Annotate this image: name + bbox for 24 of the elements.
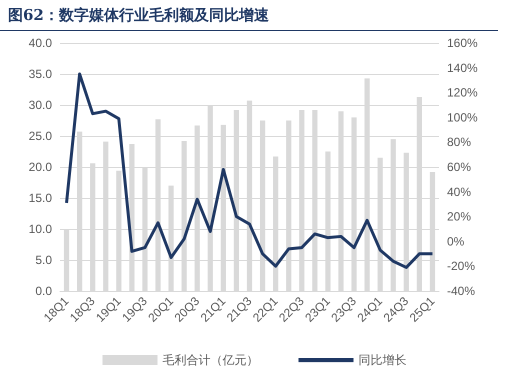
y-tick-label: 30.0 bbox=[28, 98, 52, 112]
legend-label: 毛利合计（亿元） bbox=[162, 353, 258, 367]
y2-tick-label: -40% bbox=[447, 284, 476, 298]
y-tick-label: 40.0 bbox=[28, 36, 52, 50]
y-tick-label: 10.0 bbox=[28, 222, 52, 236]
line-series bbox=[65, 72, 434, 269]
y2-tick-label: 140% bbox=[447, 60, 478, 75]
y2-tick-label: 120% bbox=[447, 86, 478, 100]
y2-tick-label: 100% bbox=[447, 110, 478, 124]
y-tick-label: 5.0 bbox=[35, 253, 52, 267]
y-tick-label: 20.0 bbox=[28, 160, 52, 174]
y2-tick-label: 80% bbox=[447, 135, 472, 150]
y2-tick-label: 20% bbox=[447, 210, 472, 224]
y2-tick-label: 0% bbox=[447, 234, 465, 248]
y-tick-label: 0.0 bbox=[35, 284, 52, 298]
chart-title: 图62：数字媒体行业毛利额及同比增速 bbox=[0, 0, 498, 31]
y-tick-label: 35.0 bbox=[28, 67, 52, 81]
y2-tick-label: 60% bbox=[447, 160, 472, 174]
legend-label: 同比增长 bbox=[358, 353, 406, 367]
y2-tick-label: 40% bbox=[447, 184, 472, 199]
y2-tick-label: -20% bbox=[447, 259, 476, 274]
y-tick-label: 25.0 bbox=[28, 129, 52, 143]
y-tick-label: 15.0 bbox=[28, 191, 52, 205]
y2-tick-label: 160% bbox=[447, 36, 478, 50]
